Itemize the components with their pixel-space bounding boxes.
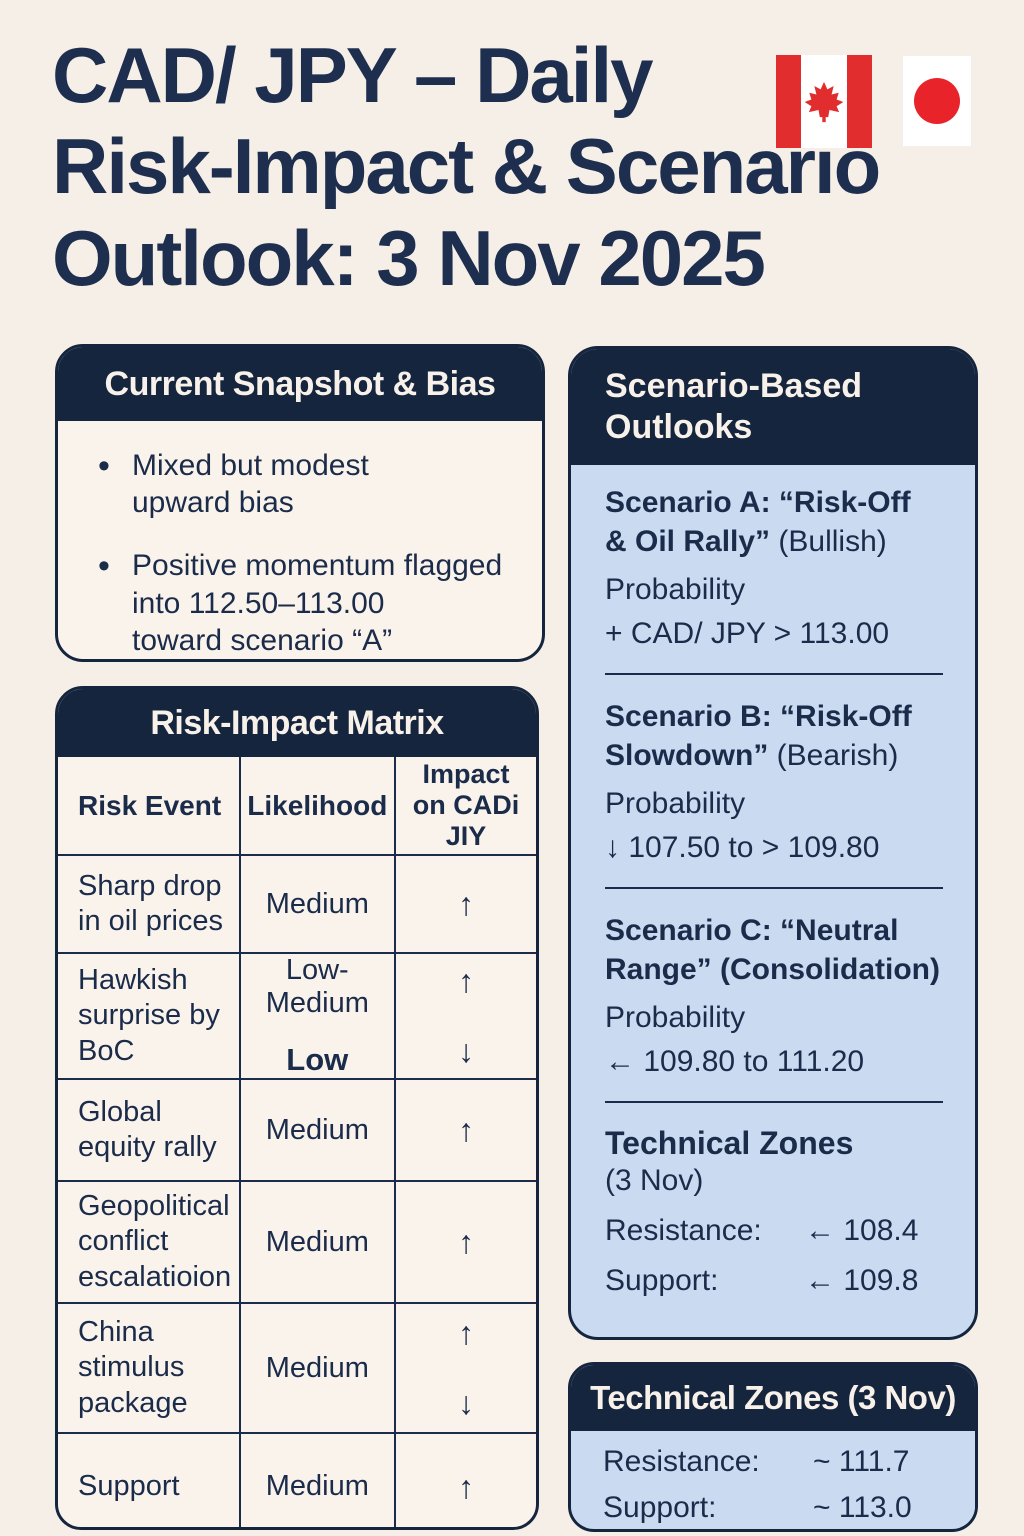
- table-header-row: Risk Event Likelihood Impact on CADi JIY: [58, 757, 536, 856]
- column-header-risk-event: Risk Event: [58, 757, 241, 856]
- technical-zones-card: Technical Zones (3 Nov) Resistance: ~ 11…: [568, 1362, 978, 1532]
- scenario-c-title-bold: Scenario C: “Neutral Range” (Consolidati…: [605, 914, 940, 986]
- up-arrow-icon: ↑: [457, 886, 474, 922]
- scenario-a-probability-label: Probability: [605, 573, 746, 606]
- matrix-card-header: Risk-Impact Matrix: [58, 689, 536, 757]
- scenario-b-section: Scenario B: “Risk-Off Slowdown” (Bearish…: [605, 697, 943, 865]
- scenario-a-section: Scenario A: “Risk-Off & Oil Rally” (Bull…: [605, 483, 943, 651]
- japan-flag-sun: [914, 78, 960, 124]
- scenario-panel-header: Scenario-Based Outlooks: [571, 349, 975, 465]
- risk-event-cell: Support: [58, 1432, 241, 1527]
- resistance-label: Resistance:: [605, 1214, 762, 1247]
- scenario-b-title-bold: Scenario B: “Risk-Off Slowdown”: [605, 700, 912, 772]
- impact-cell: ↑ ↓: [393, 952, 536, 1080]
- likelihood-cell: Medium: [238, 1432, 396, 1527]
- up-arrow-icon: ↑: [457, 1224, 474, 1260]
- resistance-row: Resistance: ← 108.4: [605, 1214, 943, 1248]
- scenario-b-title-tag: (Bearish): [776, 739, 899, 772]
- section-divider: [605, 673, 943, 675]
- up-arrow-icon: ↑: [457, 963, 474, 999]
- up-arrow-icon: ↑: [457, 1468, 474, 1505]
- canada-flag-left-bar: [776, 55, 801, 148]
- risk-event-cell: Hawkish surprise by BoC: [58, 952, 241, 1080]
- snapshot-bullet: Mixed but modest upward bias: [88, 445, 518, 521]
- technical-zones-date: (3 Nov): [605, 1164, 704, 1197]
- table-row: Support Medium ↑: [58, 1432, 536, 1527]
- column-header-likelihood: Likelihood: [238, 757, 396, 856]
- impact-cell: ↑: [393, 854, 536, 954]
- likelihood-value: Low-Medium: [265, 954, 369, 1019]
- snapshot-bullet: Positive momentum flagged into 112.50–11…: [88, 545, 518, 659]
- canada-flag-icon: [776, 55, 872, 148]
- technical-zones-card-body: Resistance: ~ 111.7 Support: ~ 113.0: [571, 1431, 975, 1525]
- scenario-c-value: ← 109.80 to 111.20: [605, 1045, 865, 1078]
- likelihood-cell: Medium: [238, 1078, 396, 1182]
- down-arrow-icon: ↓: [457, 1385, 474, 1421]
- canada-flag-center: [801, 55, 847, 148]
- table-row: Global equity rally Medium ↑: [58, 1078, 536, 1182]
- up-arrow-icon: ↑: [457, 1112, 474, 1148]
- table-row: Geopolitical conflict escalatioion Mediu…: [58, 1180, 536, 1304]
- scenario-b-title: Scenario B: “Risk-Off Slowdown” (Bearish…: [605, 697, 943, 775]
- scenario-b-value: ↓ 107.50 to > 109.80: [605, 831, 880, 864]
- maple-leaf-icon: [804, 81, 844, 122]
- resistance-value: ~ 111.7: [813, 1445, 910, 1478]
- scenario-a-title: Scenario A: “Risk-Off & Oil Rally” (Bull…: [605, 483, 943, 561]
- page-title: CAD/ JPY – Daily Risk-Impact & Scenario …: [52, 31, 881, 302]
- risk-event-cell: Geopolitical conflict escalatioion: [58, 1180, 241, 1304]
- scenario-a-title-bold: Scenario A: “Risk-Off & Oil Rally”: [605, 486, 911, 558]
- likelihood-cell: Medium: [238, 854, 396, 954]
- snapshot-card-header: Current Snapshot & Bias: [58, 347, 542, 421]
- scenario-b-probability-label: Probability: [605, 787, 746, 820]
- scenario-c-probability-label: Probability: [605, 1001, 746, 1034]
- risk-event-cell: China stimulus package: [58, 1302, 241, 1434]
- table-row: China stimulus package Medium ↑ ↓: [58, 1302, 536, 1434]
- table-row: Sharp drop in oil prices Medium ↑: [58, 854, 536, 954]
- risk-event-cell: Global equity rally: [58, 1078, 241, 1182]
- support-row: Support: ← 109.8: [605, 1264, 943, 1298]
- support-label: Support:: [605, 1264, 719, 1297]
- impact-cell: ↑ ↓: [393, 1302, 536, 1434]
- table-row: Hawkish surprise by BoC Low-Medium Low ↑…: [58, 952, 536, 1080]
- down-arrow-icon: ↓: [457, 1033, 474, 1069]
- up-arrow-icon: ↑: [457, 1315, 474, 1351]
- support-value: ← 109.8: [805, 1264, 919, 1297]
- support-value: ~ 113.0: [813, 1491, 912, 1524]
- technical-zones-title: Technical Zones: [605, 1125, 854, 1161]
- impact-cell: ↑: [393, 1432, 536, 1527]
- support-row: Support: ~ 113.0: [603, 1491, 947, 1525]
- scenario-a-title-tag: (Bullish): [778, 525, 887, 558]
- scenario-panel-body: Scenario A: “Risk-Off & Oil Rally” (Bull…: [571, 465, 975, 1298]
- scenario-c-section: Scenario C: “Neutral Range” (Consolidati…: [605, 911, 943, 1079]
- impact-cell: ↑: [393, 1180, 536, 1304]
- resistance-value: ← 108.4: [805, 1214, 919, 1247]
- japan-flag-icon: [903, 56, 971, 146]
- section-divider: [605, 1101, 943, 1103]
- column-header-impact: Impact on CADi JIY: [393, 757, 536, 856]
- support-label: Support:: [603, 1491, 717, 1524]
- scenario-c-title: Scenario C: “Neutral Range” (Consolidati…: [605, 911, 943, 989]
- risk-impact-table: Risk Event Likelihood Impact on CADi JIY…: [58, 757, 536, 1527]
- risk-impact-matrix-card: Risk-Impact Matrix Risk Event Likelihood…: [55, 686, 539, 1530]
- canada-flag-right-bar: [847, 55, 872, 148]
- section-divider: [605, 887, 943, 889]
- technical-zones-card-header: Technical Zones (3 Nov): [571, 1365, 975, 1431]
- snapshot-card: Current Snapshot & Bias Mixed but modest…: [55, 344, 545, 662]
- likelihood-cell: Medium: [238, 1180, 396, 1304]
- resistance-label: Resistance:: [603, 1445, 760, 1478]
- likelihood-cell: Medium: [238, 1302, 396, 1434]
- risk-event-cell: Sharp drop in oil prices: [58, 854, 241, 954]
- likelihood-value-secondary: Low: [286, 1042, 349, 1077]
- snapshot-bullet-list: Mixed but modest upward bias Positive mo…: [58, 421, 542, 659]
- technical-zones-section: Technical Zones (3 Nov) Resistance: ← 10…: [605, 1125, 943, 1298]
- impact-cell: ↑: [393, 1078, 536, 1182]
- likelihood-cell: Low-Medium Low: [238, 952, 396, 1080]
- scenario-outlooks-panel: Scenario-Based Outlooks Scenario A: “Ris…: [568, 346, 978, 1340]
- resistance-row: Resistance: ~ 111.7: [603, 1445, 947, 1479]
- scenario-a-value: + CAD/ JPY > 113.00: [605, 617, 890, 650]
